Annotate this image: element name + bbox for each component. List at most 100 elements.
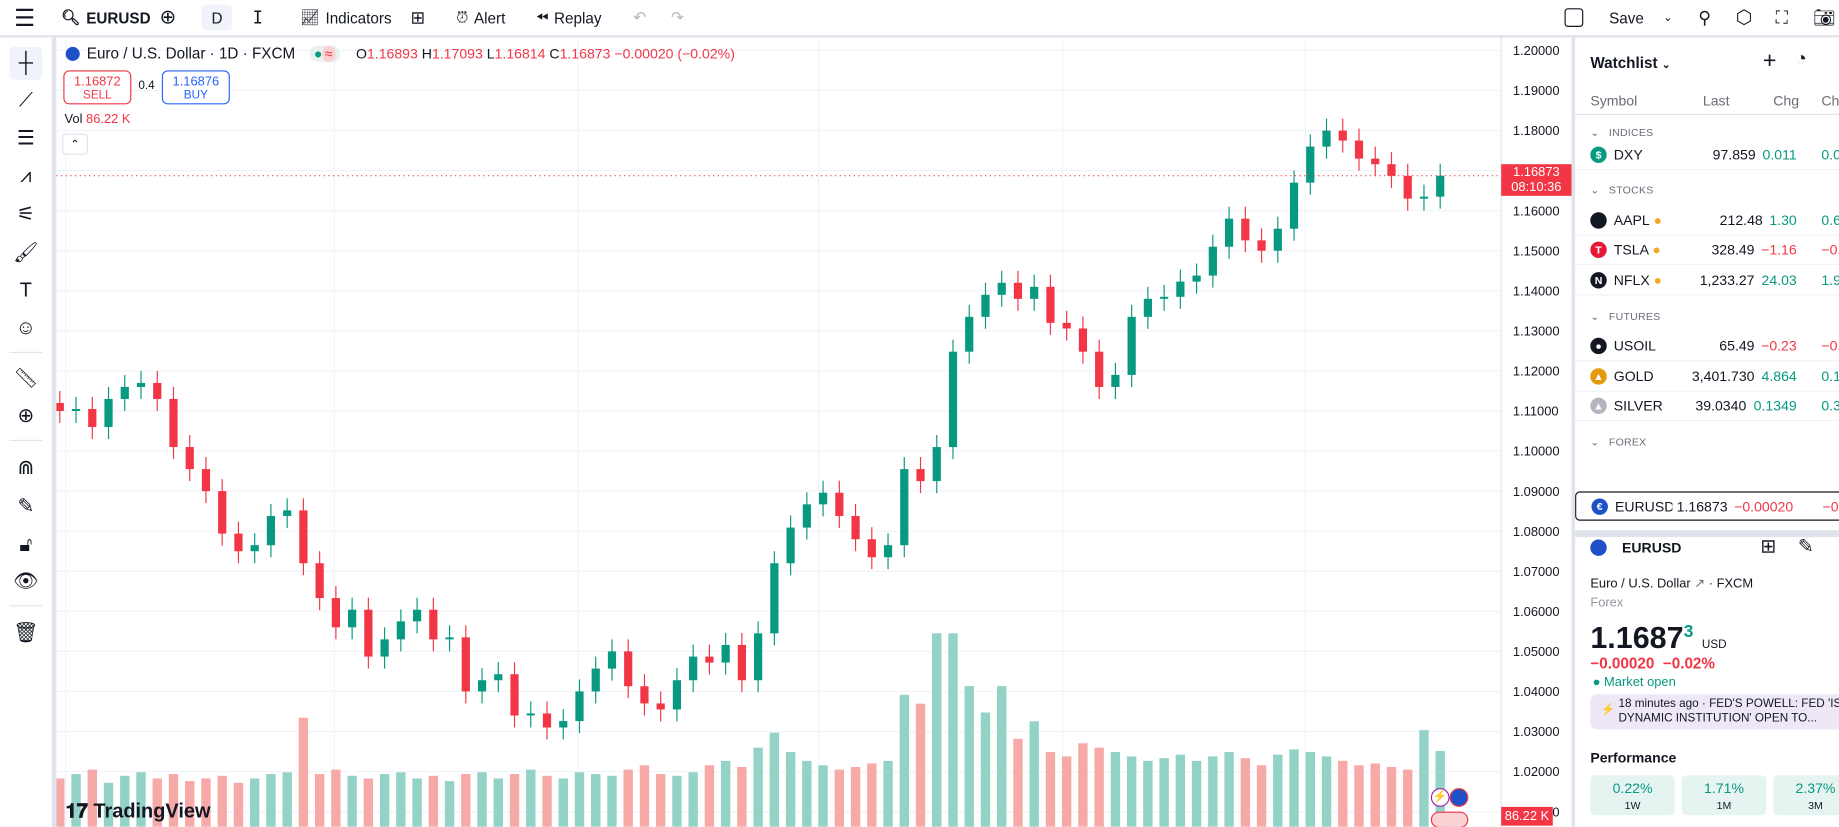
symbol-title[interactable]: Euro / U.S. Dollar · 1D · FXCM <box>86 44 296 63</box>
watchlist-row[interactable]: ▲ GOLD 3,401.730 4.864 0.14% <box>1575 362 1839 392</box>
sell-button[interactable]: 1.16872 SELL <box>63 70 132 105</box>
section-header-futures[interactable]: ⌄ FUTURES <box>1590 311 1660 324</box>
text-icon[interactable]: T <box>19 279 32 302</box>
us-event-icon[interactable] <box>1430 811 1469 827</box>
volume-bar <box>688 772 698 827</box>
save-button[interactable]: Save <box>1609 8 1644 27</box>
news-event-icon[interactable]: ⚡ <box>1430 788 1450 807</box>
interval-button[interactable]: D <box>201 4 233 31</box>
brush-icon[interactable]: 🖌︎ <box>13 241 39 264</box>
description-text[interactable]: Euro / U.S. Dollar <box>1590 577 1691 592</box>
section-header-forex[interactable]: ⌄ FOREX <box>1590 436 1646 449</box>
eu-event-icon[interactable] <box>1449 788 1469 807</box>
candle-body <box>705 656 714 663</box>
zoom-in-icon[interactable]: ⊕ <box>17 404 35 427</box>
layout-grid-icon[interactable]: ⊞ <box>410 8 426 29</box>
fullscreen-icon[interactable]: ⛶ <box>1775 7 1788 28</box>
settings-gear-icon[interactable]: ⬡ <box>1735 8 1753 29</box>
crosshair-icon[interactable]: ┼ <box>9 46 43 80</box>
collapse-legend-button[interactable]: ⌃ <box>62 133 88 155</box>
candle-body <box>1371 158 1380 165</box>
symbol-search-button[interactable]: 🔍︎ EURUSD <box>61 5 151 31</box>
external-link-icon[interactable]: ↗ <box>1694 577 1706 592</box>
camera-icon[interactable]: 📷︎ <box>1813 8 1836 29</box>
col-last[interactable]: Last <box>1702 92 1730 110</box>
symbol-name: GOLD <box>1614 368 1654 384</box>
watchlist-row[interactable]: AAPL 212.48 1.30 0.61% <box>1575 206 1839 236</box>
watchlist-row[interactable]: T TSLA 328.49 −1.16 −0.35% <box>1575 236 1839 266</box>
price-main: 1.1687 <box>1590 620 1684 656</box>
lock-pencil-icon[interactable]: ✎ <box>17 494 35 518</box>
replay-icon: ⏪︎ <box>535 8 549 26</box>
layout-grid-icon[interactable]: ⊞ <box>1760 537 1777 558</box>
symbol-name: TSLA <box>1614 242 1660 258</box>
fib-retracement-icon[interactable]: ☰ <box>16 126 35 149</box>
pattern-icon[interactable]: ⩘ <box>20 164 32 187</box>
indicators-button[interactable]: 📈︎ Indicators <box>300 5 391 31</box>
section-header-indices[interactable]: ⌄ INDICES <box>1590 127 1653 140</box>
section-header-stocks[interactable]: ⌄ STOCKS <box>1590 184 1653 197</box>
price-tick-label: 1.16000 <box>1513 203 1560 218</box>
save-chevron-icon[interactable]: ⌄ <box>1663 11 1673 25</box>
menu-icon[interactable]: ☰ <box>14 5 36 32</box>
eye-icon[interactable]: 👁︎ <box>13 569 39 593</box>
layout-square-icon[interactable] <box>1564 8 1584 27</box>
redo-icon[interactable]: ↷ <box>670 8 684 26</box>
chart-pane[interactable]: 1.200001.190001.180001.170001.160001.150… <box>56 37 1572 827</box>
volume-bar <box>1305 752 1315 827</box>
watchlist-title[interactable]: Watchlist ⌄ <box>1590 54 1670 72</box>
buy-button[interactable]: 1.16876 BUY <box>161 70 230 105</box>
volume-bar <box>1386 767 1397 827</box>
volume-bar <box>103 782 114 827</box>
change-value: −0.00020 (−0.02%) <box>614 45 735 62</box>
candle-body <box>770 563 779 634</box>
forecast-icon[interactable]: ⚟ <box>16 202 35 226</box>
symbol-text: EURUSD <box>1614 497 1673 515</box>
perf-1m[interactable]: 1.71% 1M <box>1681 775 1767 816</box>
change: −0.23 <box>1761 337 1797 355</box>
volume-bar <box>201 778 211 827</box>
ruler-icon[interactable]: 📏︎ <box>13 367 39 390</box>
edit-icon[interactable]: ✎ <box>1797 537 1814 558</box>
watchlist-row[interactable]: ▲ SILVER 39.0340 0.1349 0.35% <box>1575 392 1839 422</box>
top-toolbar: ☰ 🔍︎ EURUSD ⊕ D ⵊ 📈︎ Indicators ⊞ ⏰︎ Alert … <box>0 0 1839 36</box>
symbol-text: GOLD <box>1613 368 1654 385</box>
volume-bar <box>850 767 861 827</box>
pie-chart-icon[interactable]: ◔ <box>1795 49 1807 70</box>
alert-button[interactable]: ⏰︎ Alert <box>456 5 505 31</box>
watchlist-row[interactable]: N NFLX 1,233.27 24.03 1.99% <box>1575 266 1839 296</box>
candle-body <box>250 545 259 552</box>
magnet-icon[interactable]: ⋒ <box>17 456 35 479</box>
undo-icon[interactable]: ↶ <box>633 8 647 26</box>
watchlist-row[interactable]: ● USOIL 65.49 −0.23 −0.35% <box>1575 332 1839 362</box>
compare-plus-icon[interactable]: ⊕ <box>159 5 177 29</box>
volume-bar <box>477 772 487 827</box>
chevron-down-icon: ⌄ <box>1590 184 1600 196</box>
candle-style-icon[interactable]: ⵊ <box>253 8 263 29</box>
price-chart[interactable]: 1.200001.190001.180001.170001.160001.150… <box>56 37 1571 827</box>
volume-bar <box>1289 749 1299 827</box>
trash-icon[interactable]: 🗑︎ <box>13 621 39 644</box>
watchlist-row[interactable]: $ DXY 97.859 0.011 0.01% <box>1575 141 1839 171</box>
perf-1w[interactable]: 0.22% 1W <box>1590 775 1675 816</box>
candle-body <box>948 351 958 448</box>
col-chg-pct[interactable]: Chg% <box>1821 92 1839 110</box>
trend-line-icon[interactable]: ⟋ <box>18 89 33 112</box>
replay-button[interactable]: ⏪︎ Replay <box>536 5 602 31</box>
volume-bar <box>1256 765 1267 827</box>
lock-icon[interactable]: 🔓︎ <box>19 533 33 556</box>
symbol-logo-icon: $ <box>1590 146 1607 164</box>
news-item[interactable]: ⚡ 18 minutes ago · FED'S POWELL: FED 'IS… <box>1590 694 1839 730</box>
quick-search-icon[interactable]: ⚲ <box>1698 8 1712 29</box>
emoji-icon[interactable]: ☺ <box>15 316 36 339</box>
perf-3m[interactable]: 2.37% 3M <box>1773 775 1839 816</box>
col-symbol[interactable]: Symbol <box>1590 92 1638 110</box>
current-price-label: 1.16873 08:10:36 <box>1501 164 1572 196</box>
perf-value: 1.71% <box>1704 779 1744 797</box>
chart-legend: Euro / U.S. Dollar · 1D · FXCM ● ≈ O1.168… <box>65 44 735 63</box>
candle-body <box>88 408 97 428</box>
col-chg[interactable]: Chg <box>1773 92 1800 110</box>
market-status-icon[interactable]: ● ≈ <box>309 45 340 62</box>
add-symbol-icon[interactable]: + <box>1762 48 1777 74</box>
